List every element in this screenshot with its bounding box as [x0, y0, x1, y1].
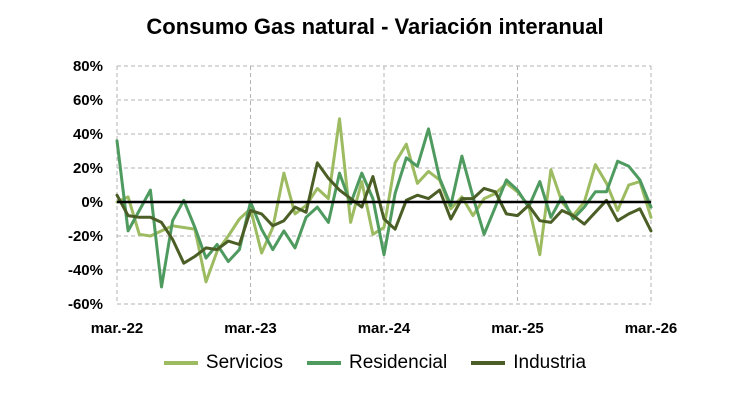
- y-tick-label: 0%: [81, 194, 103, 211]
- legend-label-servicios: Servicios: [206, 352, 283, 374]
- y-tick-label: 80%: [73, 58, 103, 75]
- legend-swatch-servicios: [164, 361, 198, 365]
- legend-swatch-residencial: [307, 361, 341, 365]
- x-tick-label: mar.-23: [224, 320, 277, 337]
- y-tick-label: -60%: [68, 296, 103, 313]
- x-axis-labels: mar.-22 mar.-23 mar.-24 mar.-25 mar.-26: [91, 320, 678, 337]
- y-axis-labels: -60% -40% -20% 0% 20% 40% 60% 80%: [68, 58, 103, 313]
- y-tick-label: 40%: [73, 126, 103, 143]
- grid: [117, 66, 651, 304]
- x-tick-label: mar.-24: [358, 320, 411, 337]
- legend-item-servicios: Servicios: [164, 352, 283, 374]
- y-tick-label: -40%: [68, 262, 103, 279]
- y-tick-label: 60%: [73, 92, 103, 109]
- legend: Servicios Residencial Industria: [0, 352, 750, 374]
- legend-swatch-industria: [471, 361, 505, 365]
- legend-item-residencial: Residencial: [307, 352, 447, 374]
- x-tick-label: mar.-26: [625, 320, 678, 337]
- x-tick-label: mar.-25: [491, 320, 544, 337]
- legend-label-industria: Industria: [513, 352, 586, 374]
- x-tick-label: mar.-22: [91, 320, 144, 337]
- legend-item-industria: Industria: [471, 352, 586, 374]
- legend-label-residencial: Residencial: [349, 352, 447, 374]
- y-tick-label: 20%: [73, 160, 103, 177]
- y-tick-label: -20%: [68, 228, 103, 245]
